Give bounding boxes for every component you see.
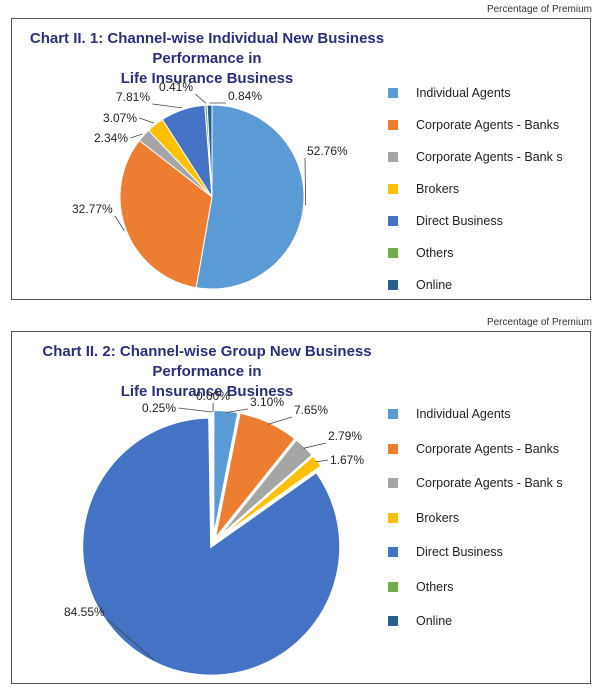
leader-line-direct-business bbox=[106, 618, 154, 661]
chart2-title-line1: Chart II. 2: Channel-wise Group New Busi… bbox=[42, 343, 372, 380]
leader-line-individual-agents bbox=[225, 408, 249, 414]
legend-label-brokers: Brokers bbox=[416, 182, 460, 196]
data-label-corporate-agents-banks: 32.77% bbox=[72, 202, 113, 216]
legend-swatch-corporate-agents-bank-s bbox=[388, 152, 398, 162]
legend-swatch-corporate-agents-bank-s bbox=[388, 478, 398, 488]
pie-slice-corporate-agents-banks bbox=[119, 139, 213, 289]
legend-swatch-online bbox=[388, 616, 398, 626]
leader-line-others bbox=[195, 93, 207, 104]
legend-label-corporate-agents-banks: Corporate Agents - Banks bbox=[416, 118, 560, 132]
chart1-pie: 52.76% 32.77% 2.34% 3.07% 7.81% 0.41% 0.84% bbox=[72, 80, 348, 290]
legend-swatch-individual-agents bbox=[388, 409, 398, 419]
data-label-others: 0.41% bbox=[159, 80, 193, 94]
leader-line-individual-agents bbox=[304, 157, 307, 206]
chart2-title: Chart II. 2: Channel-wise Group New Busi… bbox=[12, 342, 402, 402]
pie-slice-online bbox=[206, 104, 213, 198]
legend-swatch-direct-business bbox=[388, 216, 398, 226]
leader-line-corporate-agents-banks bbox=[268, 416, 293, 425]
chart2-pie: 3.10% 7.65%2.79% 1.67% 84.55% 0.25% 0.00% bbox=[64, 389, 364, 677]
data-label-online: 0.84% bbox=[228, 89, 262, 103]
leader-line-others bbox=[178, 407, 213, 413]
legend-swatch-brokers bbox=[388, 184, 398, 194]
legend-label-online: Online bbox=[416, 614, 453, 628]
legend-label-brokers: Brokers bbox=[416, 510, 460, 525]
leader-line-corporate-agents-bank-s bbox=[130, 133, 143, 139]
data-label-brokers: 1.67% bbox=[330, 453, 364, 467]
legend-label-individual-agents: Individual Agents bbox=[416, 407, 511, 421]
leader-line-brokers bbox=[315, 459, 329, 463]
chart2-title-line2: Life Insurance Business bbox=[120, 383, 294, 400]
legend-swatch-direct-business bbox=[388, 547, 398, 557]
legend-swatch-online bbox=[388, 280, 398, 290]
leader-line-direct-business bbox=[152, 103, 183, 109]
data-label-direct-business: 7.81% bbox=[116, 90, 150, 104]
legend-label-corporate-agents-banks: Corporate Agents - Banks bbox=[416, 441, 560, 456]
legend-label-individual-agents: Individual Agents bbox=[416, 86, 511, 100]
leader-line-brokers bbox=[139, 117, 155, 124]
legend-swatch-corporate-agents-banks bbox=[388, 120, 398, 130]
pie-slice-corporate-agents-banks bbox=[213, 411, 297, 540]
pie-slice-brokers bbox=[215, 454, 323, 542]
legend-swatch-others bbox=[388, 581, 398, 592]
chart2-panel: Chart II. 2: Channel-wise Group New Busi… bbox=[11, 331, 591, 684]
pie-slice-direct-business bbox=[81, 416, 342, 677]
data-label-direct-business: 84.55% bbox=[64, 605, 105, 619]
legend-label-direct-business: Direct Business bbox=[416, 214, 503, 228]
chart1-title-line2: Life Insurance Business bbox=[120, 70, 294, 87]
data-label-individual-agents: 52.76% bbox=[307, 144, 348, 158]
legend-swatch-corporate-agents-banks bbox=[388, 443, 398, 454]
pie-slice-individual-agents bbox=[195, 104, 305, 290]
data-label-others: 0.25% bbox=[142, 401, 176, 415]
data-label-individual-agents: 3.10% bbox=[250, 395, 284, 409]
chart1-caption: Percentage of Premium bbox=[486, 4, 592, 15]
legend-label-corporate-agents-bank-s: Corporate Agents - Bank s bbox=[416, 476, 563, 490]
leader-line-corporate-agents-bank-s bbox=[303, 442, 327, 449]
legend-swatch-individual-agents bbox=[388, 88, 398, 98]
legend-label-online: Online bbox=[416, 278, 453, 292]
data-label-corporate-agents-bank-s: 2.79% bbox=[328, 429, 362, 443]
chart1-title-line1: Chart II. 1: Channel-wise Individual New… bbox=[29, 30, 385, 67]
legend-label-others: Others bbox=[416, 579, 454, 594]
chart2-caption: Percentage of Premium bbox=[486, 317, 592, 328]
data-label-corporate-agents-banks: 7.65% bbox=[294, 403, 328, 417]
data-label-corporate-agents-bank-s: 2.34% bbox=[94, 131, 128, 145]
chart1-title: Chart II. 1: Channel-wise Individual New… bbox=[12, 29, 402, 89]
leader-line-corporate-agents-banks bbox=[114, 215, 125, 232]
legend-swatch-others bbox=[388, 248, 398, 258]
legend-label-direct-business: Direct Business bbox=[416, 545, 503, 559]
chart1-panel: Chart II. 1: Channel-wise Individual New… bbox=[11, 18, 591, 300]
data-label-online: 0.00% bbox=[196, 389, 230, 403]
legend-label-others: Others bbox=[416, 246, 454, 260]
data-label-brokers: 3.07% bbox=[103, 111, 137, 125]
legend-label-corporate-agents-bank-s: Corporate Agents - Bank s bbox=[416, 150, 563, 164]
legend-swatch-brokers bbox=[388, 512, 398, 523]
